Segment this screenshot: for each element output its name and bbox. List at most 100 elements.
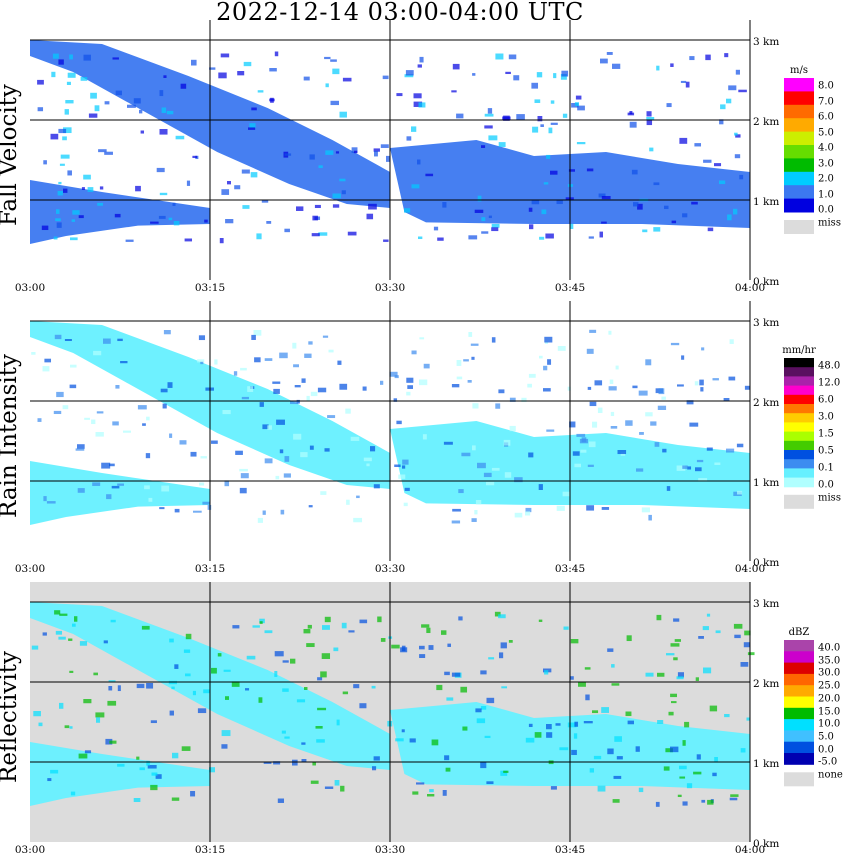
echo-pixel (418, 236, 423, 240)
echo-pixel (71, 219, 76, 222)
echo-pixel (735, 134, 741, 138)
echo-pixel (322, 335, 329, 338)
echo-pixel (693, 771, 702, 775)
y-tick-label: 1 km (753, 758, 780, 770)
echo-pixel (190, 451, 197, 457)
echo-pixel (98, 149, 107, 153)
echo-pixel (680, 80, 687, 83)
echo-pixel (546, 429, 555, 432)
echo-pixel (274, 671, 278, 677)
echo-pixel (341, 190, 346, 195)
echo-pixel (66, 81, 71, 86)
echo-pixel (336, 719, 340, 726)
echo-pixel (44, 358, 52, 363)
legend-unit: dBZ (788, 627, 810, 638)
echo-pixel (625, 420, 633, 426)
echo-pixel (689, 56, 695, 61)
echo-pixel (413, 101, 423, 107)
echo-pixel (419, 337, 425, 340)
echo-pixel (277, 798, 285, 803)
echo-pixel (426, 627, 431, 634)
echo-pixel (724, 53, 729, 58)
echo-pixel (737, 490, 743, 495)
echo-pixel (103, 640, 108, 644)
legend-level-label: 5.0 (818, 731, 834, 743)
echo-pixel (456, 376, 463, 380)
echo-pixel (689, 422, 699, 427)
echo-pixel (373, 756, 380, 761)
echo-pixel (636, 468, 644, 472)
echo-pixel (734, 132, 738, 136)
echo-pixel (481, 217, 486, 222)
echo-pixel (139, 767, 145, 771)
echo-pixel (687, 466, 692, 470)
echo-pixel (95, 712, 105, 718)
echo-pixel (641, 507, 650, 513)
echo-pixel (363, 457, 372, 462)
echo-pixel (562, 113, 568, 118)
echo-pixel (467, 380, 472, 383)
echo-pixel (93, 672, 98, 676)
echo-pixel (576, 433, 586, 437)
echo-pixel (411, 126, 417, 132)
echo-pixel (248, 127, 256, 130)
x-tick-label: 04:00 (734, 282, 766, 294)
echo-pixel (744, 630, 751, 636)
echo-pixel (308, 505, 313, 508)
echo-pixel (160, 388, 168, 393)
echo-pixel (661, 396, 666, 400)
legend-swatch (784, 358, 814, 368)
echo-pixel (54, 334, 62, 340)
echo-pixel (169, 433, 173, 438)
echo-pixel (696, 754, 701, 760)
echo-pixel (380, 638, 386, 642)
y-tick-label: 3 km (753, 598, 780, 610)
echo-pixel (279, 352, 288, 359)
echo-region (30, 742, 210, 806)
echo-pixel (69, 54, 73, 60)
echo-pixel (593, 755, 602, 760)
legend-level-label: 3.0 (818, 158, 834, 169)
echo-pixel (694, 143, 702, 147)
echo-pixel (225, 219, 234, 224)
echo-pixel (409, 738, 416, 743)
echo-pixel (544, 341, 549, 344)
echo-pixel (327, 415, 336, 419)
echo-pixel (528, 373, 536, 378)
legend-level-label: 10.0 (818, 718, 841, 730)
echo-pixel (627, 720, 634, 725)
legend-level-label: 0.0 (818, 479, 834, 491)
echo-pixel (346, 499, 350, 505)
echo-pixel (556, 505, 565, 511)
echo-pixel (608, 386, 617, 391)
echo-pixel (393, 398, 398, 402)
echo-pixel (698, 478, 708, 482)
echo-pixel (729, 339, 734, 344)
legend-swatch (784, 413, 814, 423)
echo-pixel (69, 384, 77, 389)
echo-pixel (656, 614, 662, 621)
y-tick-label: 2 km (753, 116, 780, 128)
legend-miss-label: none (818, 769, 843, 781)
echo-pixel (682, 740, 686, 746)
echo-pixel (525, 737, 535, 743)
legend-swatch (784, 131, 814, 146)
echo-pixel (67, 72, 76, 78)
echo-pixel (555, 723, 561, 726)
echo-pixel (251, 107, 257, 111)
legend-swatch (784, 685, 814, 697)
echo-pixel (611, 683, 620, 686)
echo-pixel (616, 756, 623, 760)
echo-pixel (719, 119, 724, 125)
legend-swatch (784, 696, 814, 709)
echo-pixel (256, 233, 262, 240)
echo-pixel (560, 74, 567, 80)
echo-pixel (498, 142, 506, 147)
echo-pixel (197, 708, 207, 714)
echo-pixel (200, 456, 207, 459)
echo-pixel (283, 473, 291, 478)
echo-pixel (94, 105, 100, 112)
echo-pixel (480, 762, 487, 769)
echo-pixel (471, 356, 475, 360)
legend-swatch (784, 422, 814, 433)
